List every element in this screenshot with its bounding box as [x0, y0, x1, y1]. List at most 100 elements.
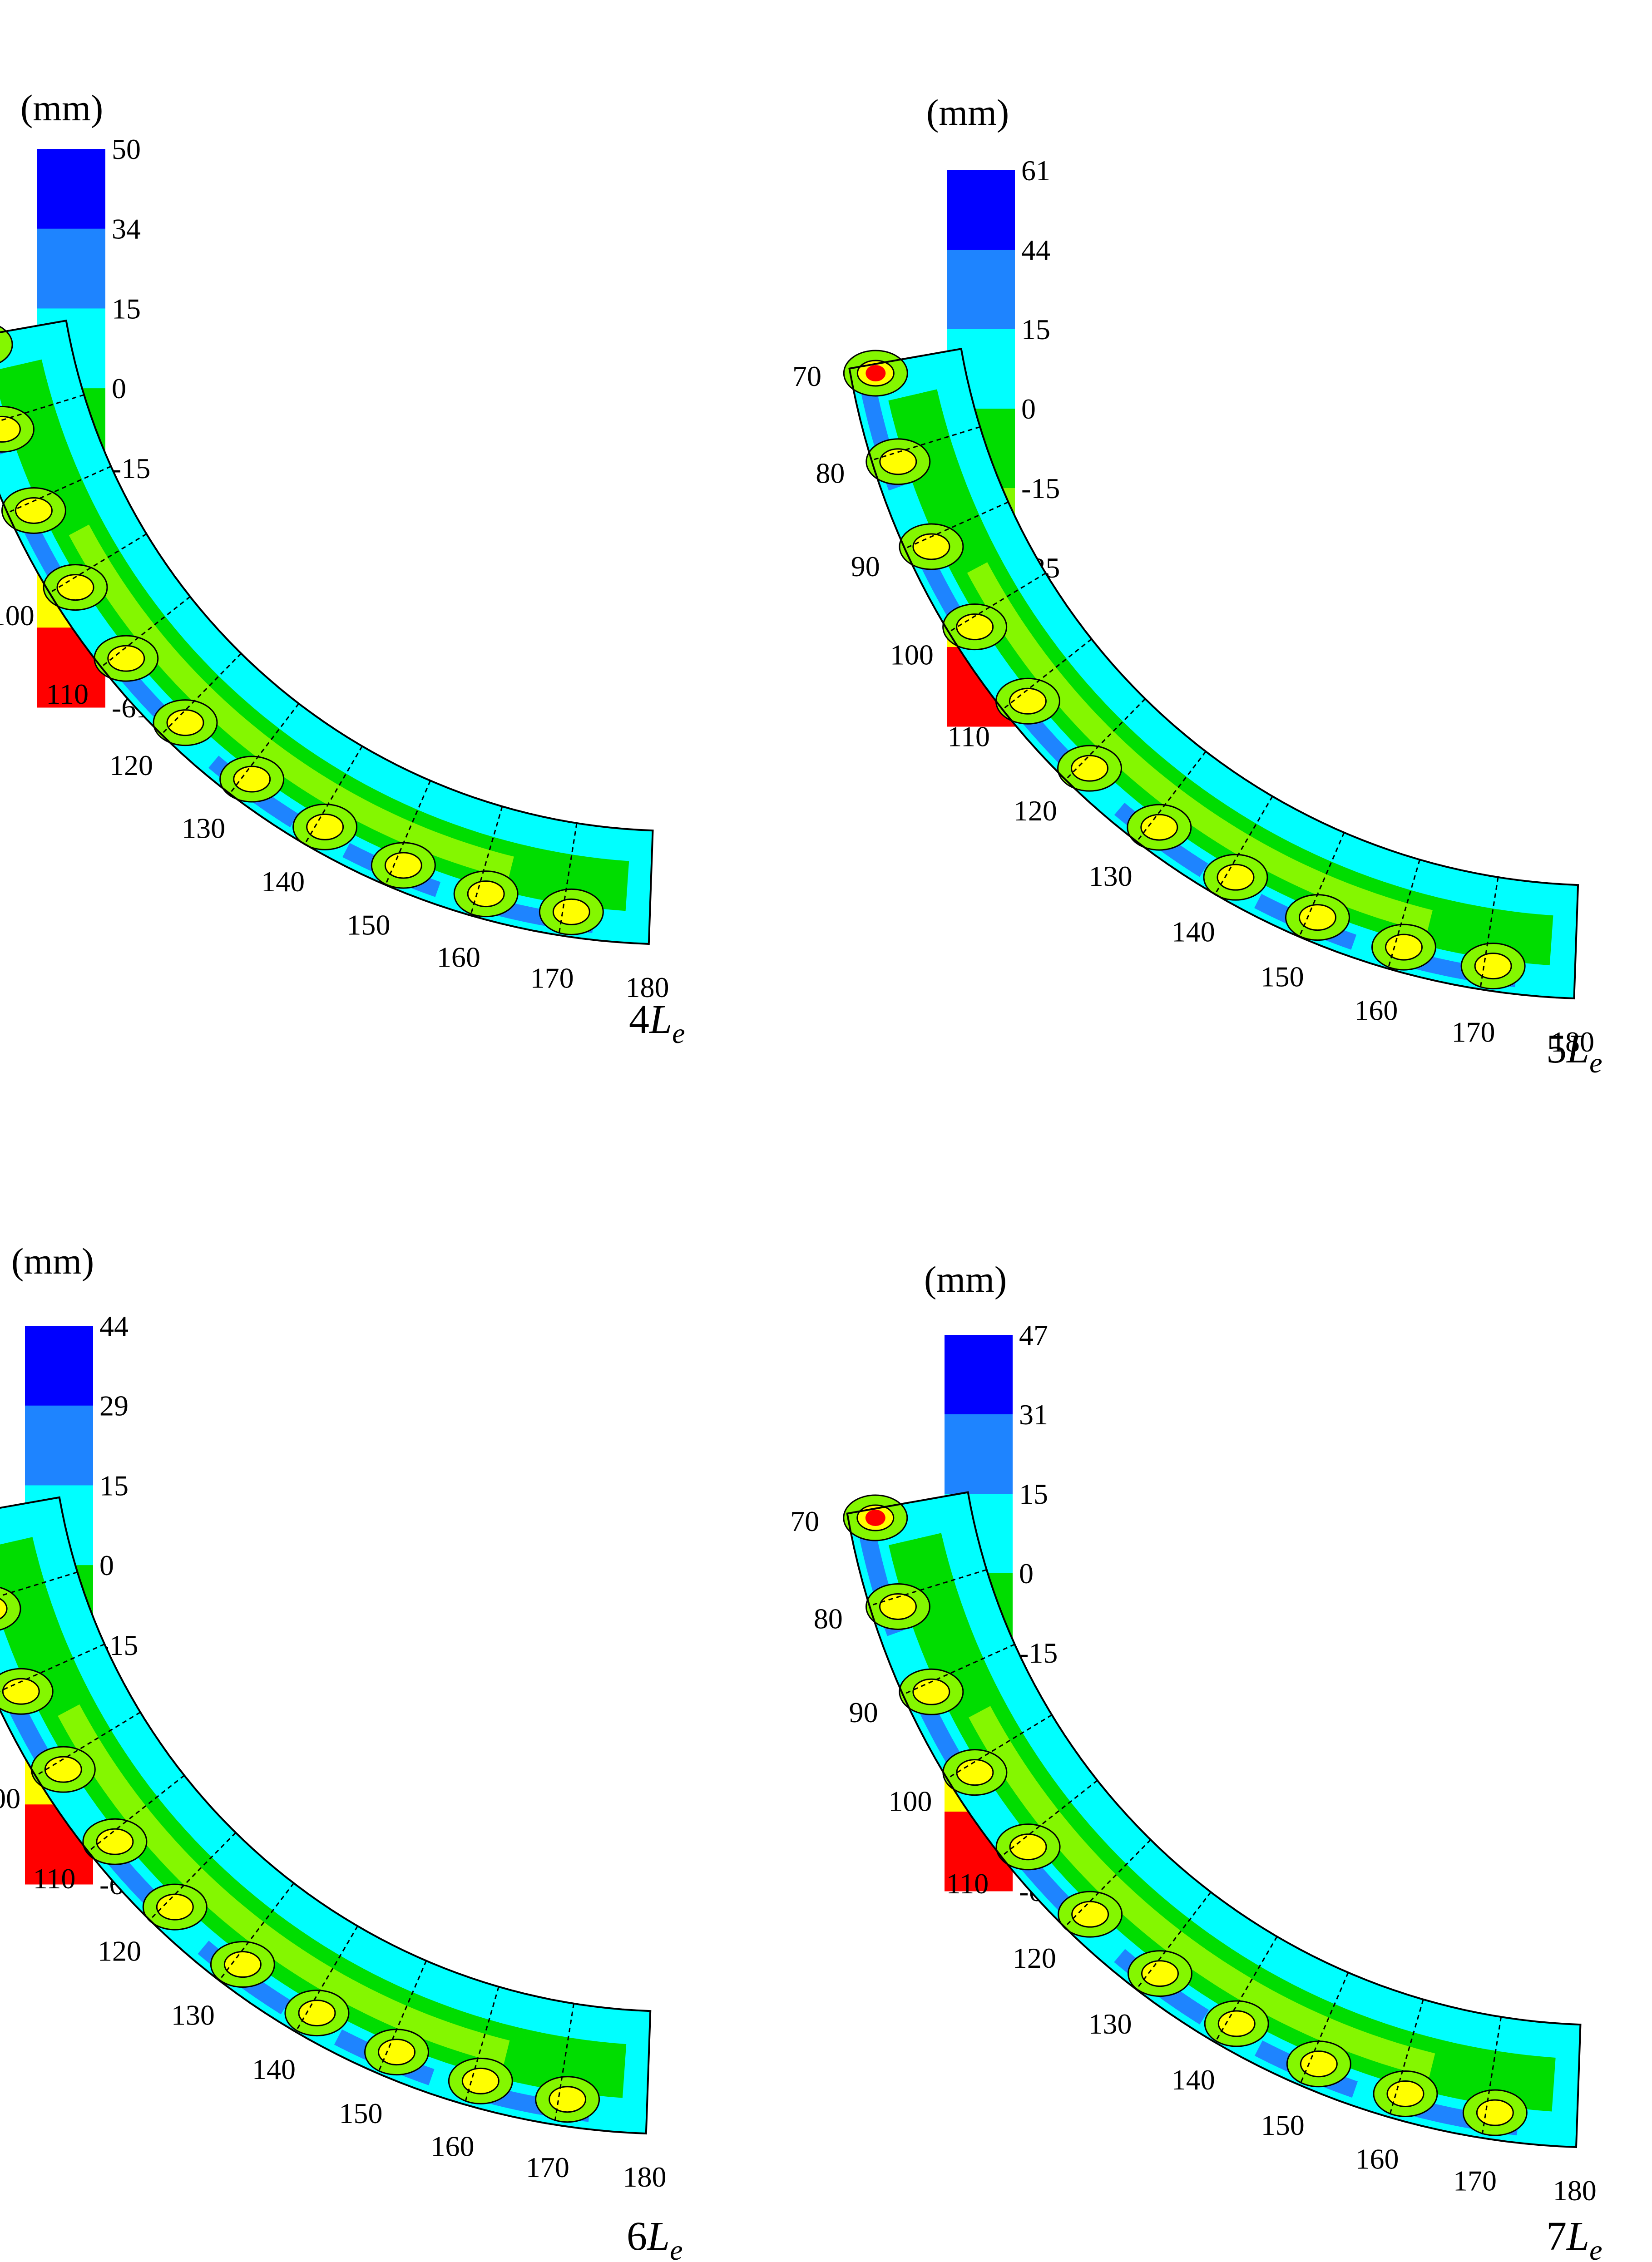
panel-label: 4Le	[629, 997, 685, 1049]
hotspot-mid	[956, 613, 994, 641]
angle-label: 180	[623, 2161, 666, 2193]
radial-gridline	[149, 1832, 237, 1921]
radial-gridline	[464, 1986, 500, 2105]
legend-level: 0	[99, 1549, 114, 1581]
hotspot-mid	[44, 1756, 82, 1783]
hotspot-mid	[1300, 2050, 1338, 2078]
unit-label: (mm)	[924, 1259, 1007, 1300]
hotspot-mid	[1476, 2099, 1514, 2126]
legend-swatch	[37, 228, 105, 309]
legend-level: 31	[1019, 1398, 1048, 1431]
hotspot-mid	[56, 574, 94, 601]
contour-band	[843, 1491, 1582, 2148]
panel-label: 7Le	[1546, 2214, 1602, 2262]
unit-label: (mm)	[20, 87, 103, 128]
hotspot-mid	[1009, 1833, 1047, 1861]
angle-label: 70	[790, 1505, 819, 1537]
angle-label: 170	[1453, 2165, 1497, 2197]
hotspot-mid	[1386, 2080, 1424, 2108]
angle-label: 130	[1089, 860, 1133, 892]
angle-label: 150	[346, 909, 390, 941]
contour-panel-6Le: 4429150-15-33-49-64(mm)70809010011012013…	[0, 1240, 683, 2262]
contour-panel-4Le: 5034150-15-29-45-61(mm)70809010011012013…	[0, 87, 685, 1049]
radial-gridline	[1214, 1936, 1278, 2043]
radial-gridline	[554, 2003, 575, 2125]
hotspot-mid	[1141, 1960, 1179, 1987]
hotspot-outer	[0, 1586, 21, 1631]
angle-label: 150	[1261, 2109, 1305, 2141]
panel-label-prefix: 6	[627, 2214, 647, 2259]
angle-label: 120	[98, 1935, 141, 1967]
radial-gridline	[1388, 1999, 1424, 2118]
angle-label: 70	[792, 360, 821, 392]
radial-gridline	[0, 1571, 78, 1597]
angle-label: 160	[1354, 994, 1398, 1027]
hotspot-mid	[1071, 755, 1109, 782]
radial-gridline	[0, 394, 84, 422]
legend-level: 15	[99, 1469, 129, 1501]
legend-level: 44	[99, 1310, 129, 1342]
panel-label-L: L	[1566, 1027, 1589, 1072]
radial-gridline	[849, 348, 961, 370]
legend-swatch	[25, 1326, 93, 1406]
legend-swatch	[37, 149, 105, 229]
radial-gridline	[49, 533, 147, 594]
legend-level: 50	[112, 133, 141, 165]
angle-label: 100	[0, 599, 35, 632]
hotspot-mid	[461, 2067, 500, 2094]
hotspot-mid	[1385, 933, 1423, 961]
radial-gridline	[1136, 1892, 1212, 1990]
radial-gridline	[295, 1926, 358, 2032]
hotspot-mid	[912, 533, 950, 560]
hotspot-mid	[96, 1828, 134, 1855]
panel-label-L: L	[646, 2214, 670, 2259]
panel-label-sub: e	[1589, 2234, 1602, 2262]
legend-level: 15	[112, 292, 141, 325]
angle-label: 130	[182, 812, 225, 844]
hotspot-mid	[0, 415, 21, 443]
radial-gridline	[946, 1714, 1053, 1779]
hotspot-mid	[233, 766, 271, 793]
hotspot-core	[865, 1510, 885, 1526]
hotspot-mid	[298, 2000, 336, 2027]
hotspot-outer	[0, 326, 13, 364]
angle-label: 180	[1553, 2174, 1597, 2207]
contour-panel-5Le: 6144150-15-25-42-59(mm)70809010011012013…	[792, 92, 1603, 1079]
contour-band	[0, 319, 654, 945]
panel-label-prefix: 5	[1546, 1027, 1567, 1072]
radial-gridline	[558, 823, 578, 936]
hotspot-mid	[15, 497, 53, 524]
band-core	[969, 1706, 1435, 2077]
hotspot-mid	[223, 1951, 262, 1978]
angle-label: 140	[252, 2053, 296, 2085]
legend-level: 34	[112, 213, 141, 245]
angle-label: 100	[888, 1785, 932, 1818]
angle-label: 90	[851, 550, 880, 583]
band-core	[58, 1704, 510, 2064]
angle-label: 130	[171, 1999, 215, 2031]
legend-level: 15	[1021, 313, 1050, 346]
angle-label: 80	[814, 1603, 843, 1635]
panel-label-sub: e	[670, 2234, 683, 2262]
radial-gridline	[0, 1643, 105, 1692]
hotspot-mid	[306, 813, 344, 840]
angle-label: 120	[109, 749, 153, 781]
angle-label: 100	[0, 1783, 20, 1815]
legend-swatch	[947, 170, 1015, 250]
panel-label-L: L	[1566, 2214, 1589, 2259]
hotspot-mid	[956, 1759, 994, 1786]
radial-gridline	[0, 320, 66, 333]
radial-gridline	[1065, 698, 1146, 780]
angle-label: 80	[816, 457, 845, 489]
hotspot-mid	[107, 645, 145, 672]
contour-panel-7Le: 4731150-15-33-49-65(mm)70809010011012013…	[790, 1259, 1602, 2262]
radial-gridline	[304, 746, 363, 845]
angle-label: 110	[33, 1862, 76, 1895]
legend-level: 0	[1019, 1557, 1034, 1590]
panel-label-prefix: 7	[1546, 2214, 1567, 2259]
angle-label: 100	[890, 638, 934, 671]
angle-label: 90	[849, 1696, 878, 1729]
panel-label-L: L	[648, 997, 672, 1042]
radial-gridline	[1298, 832, 1345, 937]
band-middle	[889, 1533, 1556, 2112]
